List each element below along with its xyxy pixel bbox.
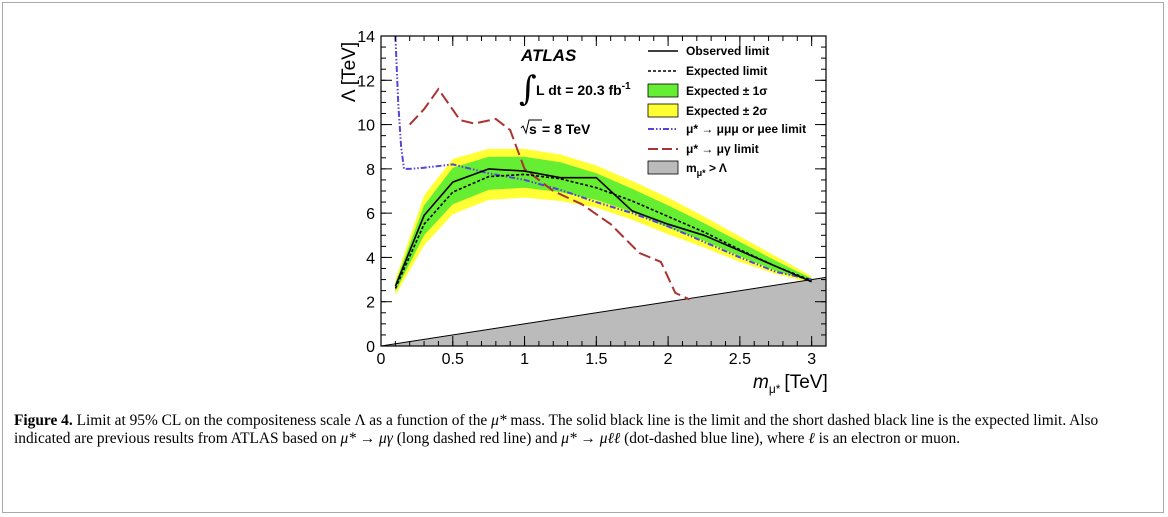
y-tick-label-2: 4 xyxy=(366,250,375,267)
integral-sign: ∫ xyxy=(519,69,537,109)
series-prev-mugamma xyxy=(408,87,691,301)
luminosity-label: L dt = 20.3 fb-1 xyxy=(536,81,631,98)
legend-prevgamma-label: μ* → μγ limit xyxy=(686,142,759,156)
legend: Observed limit Expected limit Expected ±… xyxy=(647,44,806,178)
x-tick-label-5: 2.5 xyxy=(729,351,751,368)
legend-observed-label: Observed limit xyxy=(686,44,769,58)
legend-excluded-tail: > Λ xyxy=(706,161,727,175)
x-tick-label-2: 1 xyxy=(520,351,529,368)
caption-mu-to-mull: μ* → μℓℓ xyxy=(561,430,621,447)
x-tick-label-3: 1.5 xyxy=(585,351,607,368)
caption-ell: ℓ xyxy=(808,430,815,447)
caption-mu-to-mugamma: μ* → μγ xyxy=(340,430,393,447)
y-tick-label-5: 10 xyxy=(357,118,375,135)
x-axis-label-sub: μ* xyxy=(769,382,781,396)
y-axis-label: Λ [TeV] xyxy=(339,42,360,102)
y-tick-label-1: 2 xyxy=(366,295,375,312)
series-prev-mumumu xyxy=(394,36,812,281)
y-tick-label-3: 6 xyxy=(366,206,375,223)
legend-band1-label: Expected ± 1σ xyxy=(686,84,768,98)
caption-text-2: mass. The solid black line is the limit … xyxy=(14,412,1099,447)
y-tick-label-7: 14 xyxy=(357,29,375,46)
caption-text-1: Limit at 95% CL on the compositeness sca… xyxy=(72,412,492,429)
lines-layer xyxy=(394,36,812,301)
svg-text:s: s xyxy=(529,121,537,137)
atlas-label: ATLAS xyxy=(520,46,577,65)
y-tick-label-0: 0 xyxy=(366,339,375,356)
series-expected xyxy=(394,173,812,289)
legend-expected-label: Expected limit xyxy=(686,64,767,78)
x-tick-label-0: 0 xyxy=(377,351,386,368)
caption-mu-star: μ* xyxy=(491,412,507,429)
x-axis-label-m: m xyxy=(753,372,769,393)
caption-label: Figure 4. xyxy=(14,412,73,429)
x-axis-label-unit: [TeV] xyxy=(784,372,827,393)
band-1sigma xyxy=(395,156,812,292)
bands-layer xyxy=(395,148,812,296)
axes-layer: 0 0.5 1 1.5 2 2.5 3 0 2 4 6 8 10 12 14 xyxy=(357,29,827,368)
figure-caption: Figure 4. Limit at 95% CL on the composi… xyxy=(14,412,1154,448)
excluded-layer xyxy=(380,276,827,347)
luminosity-text: L dt = 20.3 fb xyxy=(536,82,622,98)
legend-band1-swatch xyxy=(647,83,679,98)
legend-prev3l-label: μ* → μμμ or μee limit xyxy=(686,122,806,136)
x-tick-label-1: 0.5 xyxy=(442,351,464,368)
luminosity-superscript: -1 xyxy=(622,81,631,92)
legend-band2-swatch xyxy=(647,103,679,118)
energy-label: s = 8 TeV xyxy=(520,119,591,137)
x-tick-label-4: 2 xyxy=(664,351,673,368)
legend-excluded-swatch xyxy=(647,160,679,175)
caption-text-5: is an electron or muon. xyxy=(814,430,961,447)
legend-band2-label: Expected ± 2σ xyxy=(686,104,768,118)
legend-excluded-m: m xyxy=(686,161,697,175)
caption-text-3: (long dashed red line) and xyxy=(392,430,562,447)
legend-excluded-sub: μ* xyxy=(697,168,707,178)
excluded-edge xyxy=(380,276,827,347)
x-tick-label-6: 3 xyxy=(807,351,816,368)
energy-text: = 8 TeV xyxy=(542,121,591,137)
x-axis-label: mμ* [TeV] xyxy=(753,372,828,396)
series-observed xyxy=(394,168,812,287)
legend-excluded-label: mμ* > Λ xyxy=(686,161,727,178)
y-tick-label-4: 8 xyxy=(366,162,375,179)
y-tick-label-6: 12 xyxy=(357,73,375,90)
caption-text-4: (dot-dashed blue line), where xyxy=(620,430,809,447)
